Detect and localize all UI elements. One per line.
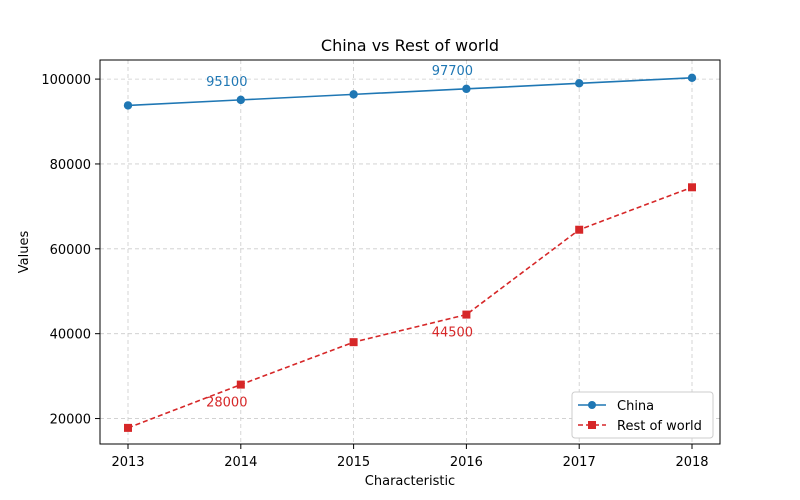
series-line-china: [127, 77, 693, 107]
chart-title: China vs Rest of world: [321, 36, 499, 55]
series-line-rest-of-world: [127, 186, 693, 429]
x-axis-title: Characteristic: [365, 474, 455, 489]
legend-rest-of-world-marker: [588, 421, 596, 429]
data-point-china: [123, 101, 133, 110]
data-point-rest-of-world: [349, 338, 358, 347]
x-tick-label: 2014: [224, 455, 257, 470]
data-labels: 95100 97700 28000 44500: [206, 64, 473, 411]
x-tick-label: 2018: [675, 455, 708, 470]
data-point-rest-of-world: [236, 380, 245, 389]
y-axis-title: Values: [17, 231, 32, 274]
data-point-rest-of-world: [688, 183, 696, 192]
plot-frame: [99, 59, 721, 445]
axis-ticks: 2013 2014 2015 2016 2017 2018 20000 40000 60000 8…: [41, 73, 708, 470]
data-label-rest-of-world: 28000: [206, 396, 247, 411]
x-tick-label: 2017: [563, 455, 596, 470]
legend-china-label: China: [617, 399, 654, 414]
data-label-china: 95100: [206, 75, 247, 90]
legend: China Rest of world: [571, 391, 714, 439]
data-point-china: [236, 95, 245, 105]
data-label-china: 97700: [432, 64, 473, 79]
data-label-rest-of-world: 44500: [432, 326, 473, 341]
legend-china-marker: [588, 401, 596, 409]
grid-lines: [100, 60, 720, 444]
data-point-rest-of-world: [124, 423, 132, 432]
data-point-rest-of-world: [575, 225, 584, 234]
x-tick-label: 2013: [111, 455, 144, 470]
series-layer: [123, 73, 697, 432]
data-point-rest-of-world: [462, 310, 471, 319]
legend-rest-of-world-label: Rest of world: [617, 419, 702, 434]
x-tick-label: 2016: [450, 455, 483, 470]
y-tick-label: 60000: [50, 243, 91, 258]
x-tick-label: 2015: [337, 455, 370, 470]
y-tick-label: 40000: [50, 328, 91, 343]
legend-box: [571, 391, 714, 439]
y-tick-label: 20000: [50, 413, 91, 428]
data-point-china: [687, 73, 697, 83]
data-point-china: [349, 90, 358, 99]
y-tick-label: 80000: [50, 158, 91, 173]
data-point-china: [575, 79, 584, 88]
y-tick-label: 100000: [41, 73, 91, 88]
data-point-china: [462, 84, 471, 94]
